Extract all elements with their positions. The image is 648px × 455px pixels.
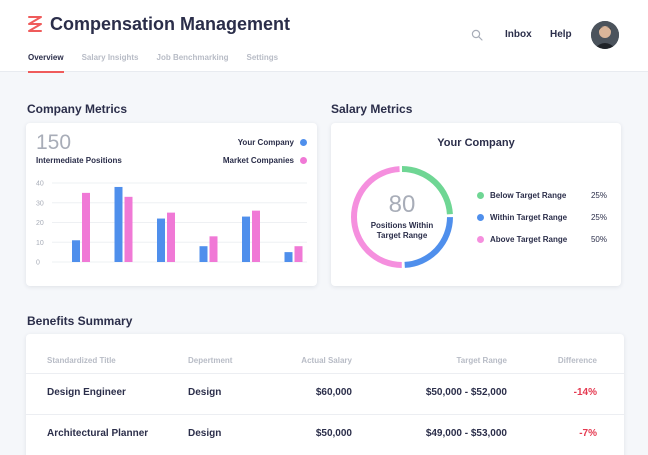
col-header-difference[interactable]: Difference [557, 356, 597, 365]
y-tick-label: 20 [36, 220, 44, 227]
row-title: Architectural Planner [47, 428, 149, 439]
user-avatar[interactable] [591, 21, 619, 49]
donut-segment-below[interactable] [351, 166, 453, 268]
tab-bar: Overview Salary Insights Job Benchmarkin… [28, 53, 296, 73]
benefits-table: Standardized Title Depertment Actual Sal… [26, 334, 624, 455]
inbox-link[interactable]: Inbox [505, 29, 532, 40]
positions-count: 150 [36, 131, 72, 154]
legend-market-companies-label: Market Companies [222, 156, 294, 165]
legend-within-dot [477, 214, 484, 221]
help-link[interactable]: Help [550, 29, 572, 40]
donut-chart [351, 166, 453, 268]
legend-below-percent: 25% [590, 191, 607, 200]
search-icon[interactable] [471, 29, 483, 41]
legend-above-label: Above Target Range [490, 235, 568, 244]
company-metrics-title: Company Metrics [27, 102, 128, 116]
bar-your-company[interactable] [157, 218, 165, 262]
legend-below-target: Below Target Range 25% [477, 191, 607, 200]
legend-market-companies: Market Companies [223, 156, 307, 165]
row-department: Design [188, 428, 222, 439]
legend-above-target: Above Target Range 50% [477, 235, 607, 244]
row-title: Design Engineer [47, 387, 126, 398]
salary-metrics-card: Your Company 80 Positions Within Target … [331, 123, 621, 286]
bar-your-company[interactable] [114, 186, 123, 262]
tab-job-benchmarking[interactable]: Job Benchmarking [156, 53, 229, 62]
bar-market-companies[interactable] [294, 246, 303, 262]
app-title: Compensation Management [50, 14, 291, 34]
bar-market-companies[interactable] [209, 236, 218, 262]
col-header-title[interactable]: Standardized Title [47, 356, 116, 365]
legend-within-percent: 25% [590, 213, 607, 222]
row-difference: -14% [573, 387, 597, 398]
salary-metrics-title: Salary Metrics [331, 102, 413, 116]
row-divider [26, 373, 624, 374]
legend-within-label: Within Target Range [490, 213, 568, 222]
legend-above-dot [477, 236, 484, 243]
bar-your-company[interactable] [284, 252, 293, 262]
row-salary: $60,000 [315, 387, 352, 398]
bar-market-companies[interactable] [124, 196, 133, 262]
tab-salary-insights[interactable]: Salary Insights [81, 53, 139, 62]
legend-market-companies-dot [300, 157, 307, 164]
app-logo-icon[interactable] [27, 15, 43, 33]
col-header-department[interactable]: Depertment [188, 356, 233, 365]
donut-segment-above[interactable] [351, 166, 453, 268]
avatar-image-icon [591, 21, 619, 49]
legend-below-label: Below Target Range [490, 191, 567, 200]
y-tick-label: 40 [36, 181, 44, 188]
legend-below-dot [477, 192, 484, 199]
legend-within-target: Within Target Range 25% [477, 213, 607, 222]
y-tick-label: 30 [36, 200, 44, 207]
bar-your-company[interactable] [199, 246, 208, 262]
row-salary: $50,000 [315, 428, 352, 439]
bar-your-company[interactable] [242, 216, 250, 262]
bar-market-companies[interactable] [167, 212, 175, 262]
row-range: $50,000 - $52,000 [425, 387, 507, 398]
col-header-range[interactable]: Target Range [456, 356, 507, 365]
positions-label: Intermediate Positions [36, 156, 122, 165]
legend-your-company-dot [300, 139, 307, 146]
app-header: Compensation Management Overview Salary … [0, 0, 648, 73]
legend-above-percent: 50% [590, 235, 607, 244]
legend-your-company-label: Your Company [237, 138, 294, 147]
bar-chart: 0 10 20 30 40 [36, 181, 307, 267]
y-tick-label: 10 [36, 240, 44, 247]
tab-settings[interactable]: Settings [246, 53, 279, 62]
bar-your-company[interactable] [72, 240, 80, 262]
donut-card-title: Your Company [437, 137, 515, 149]
benefits-summary-title: Benefits Summary [27, 314, 133, 328]
y-tick-label: 0 [36, 260, 40, 267]
donut-center-number: 80 [388, 191, 416, 218]
bar-market-companies[interactable] [252, 210, 260, 262]
col-header-salary[interactable]: Actual Salary [301, 356, 352, 365]
donut-center-label: Positions Within Target Range [370, 221, 434, 240]
row-department: Design [188, 387, 222, 398]
tab-overview[interactable]: Overview [28, 53, 64, 73]
bar-market-companies[interactable] [82, 192, 90, 262]
legend-your-company: Your Company [238, 138, 307, 147]
row-divider [26, 414, 624, 415]
row-difference: -7% [579, 428, 597, 439]
row-range: $49,000 - $53,000 [425, 428, 507, 439]
company-metrics-card: 150 Intermediate Positions Your Company … [26, 123, 317, 286]
